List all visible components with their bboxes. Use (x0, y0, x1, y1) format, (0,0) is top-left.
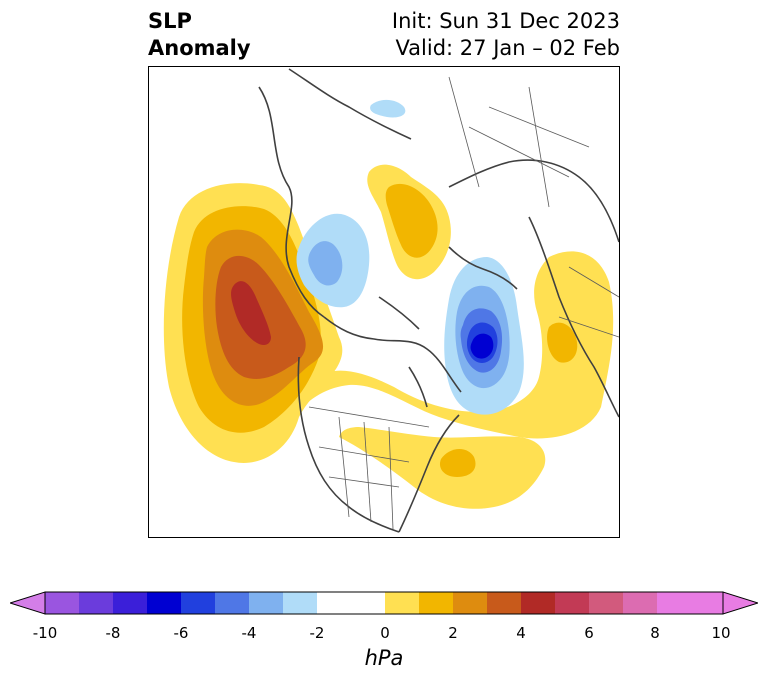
colorbar-tick: -10 (32, 624, 58, 642)
colorbar-segment (181, 592, 215, 614)
valid-range: Valid: 27 Jan – 02 Feb (395, 36, 620, 60)
colorbar (10, 591, 758, 615)
colorbar-tick: -8 (105, 624, 121, 642)
positive-anomaly-europe (547, 322, 578, 363)
anomaly-map (163, 68, 619, 533)
colorbar-segment (317, 592, 385, 614)
positive-anomaly-azores (439, 448, 476, 477)
negative-anomaly-canada-2 (308, 241, 343, 286)
colorbar-segment (453, 592, 487, 614)
colorbar-segment (657, 592, 723, 614)
map-panel (148, 66, 620, 538)
colorbar-tick: -4 (241, 624, 257, 642)
colorbar-tick: 0 (380, 624, 390, 642)
colorbar-segment (249, 592, 283, 614)
borders (308, 76, 619, 530)
negative-anomaly-kara (370, 99, 406, 118)
colorbar-outline (44, 591, 724, 615)
colorbar-tick: 10 (711, 624, 731, 642)
colorbar-tick: 4 (516, 624, 526, 642)
positive-anomaly-siberia-2 (385, 183, 438, 258)
positive-anomaly-atlantic (294, 251, 614, 439)
colorbar-unit-label: hPa (364, 646, 404, 670)
colorbar-segment (79, 592, 113, 614)
colorbar-min-arrow (10, 591, 46, 615)
title-line-1: SLP (148, 9, 192, 33)
colorbar-tick: -6 (173, 624, 189, 642)
colorbar-segment (419, 592, 453, 614)
colorbar-segment (589, 592, 623, 614)
map-title: SLP Anomaly (148, 8, 251, 62)
title-line-2: Anomaly (148, 36, 251, 60)
colorbar-tick: 2 (448, 624, 458, 642)
colorbar-segment (487, 592, 521, 614)
colorbar-segment (113, 592, 147, 614)
colorbar-tick: 8 (650, 624, 660, 642)
negative-anomaly-greenland-core (470, 333, 494, 359)
colorbar-segment (385, 592, 419, 614)
colorbar-segment (215, 592, 249, 614)
colorbar-segment (45, 592, 79, 614)
colorbar-tick: -2 (309, 624, 325, 642)
colorbar-tick: 6 (584, 624, 594, 642)
colorbar-segment (555, 592, 589, 614)
init-date: Init: Sun 31 Dec 2023 (391, 9, 620, 33)
map-dates: Init: Sun 31 Dec 2023 Valid: 27 Jan – 02… (392, 8, 620, 62)
positive-anomaly-pacific-5 (231, 281, 271, 345)
colorbar-segment (623, 592, 657, 614)
colorbar-segment (521, 592, 555, 614)
colorbar-segment (147, 592, 181, 614)
colorbar-max-arrow (722, 591, 758, 615)
colorbar-segment (283, 592, 317, 614)
